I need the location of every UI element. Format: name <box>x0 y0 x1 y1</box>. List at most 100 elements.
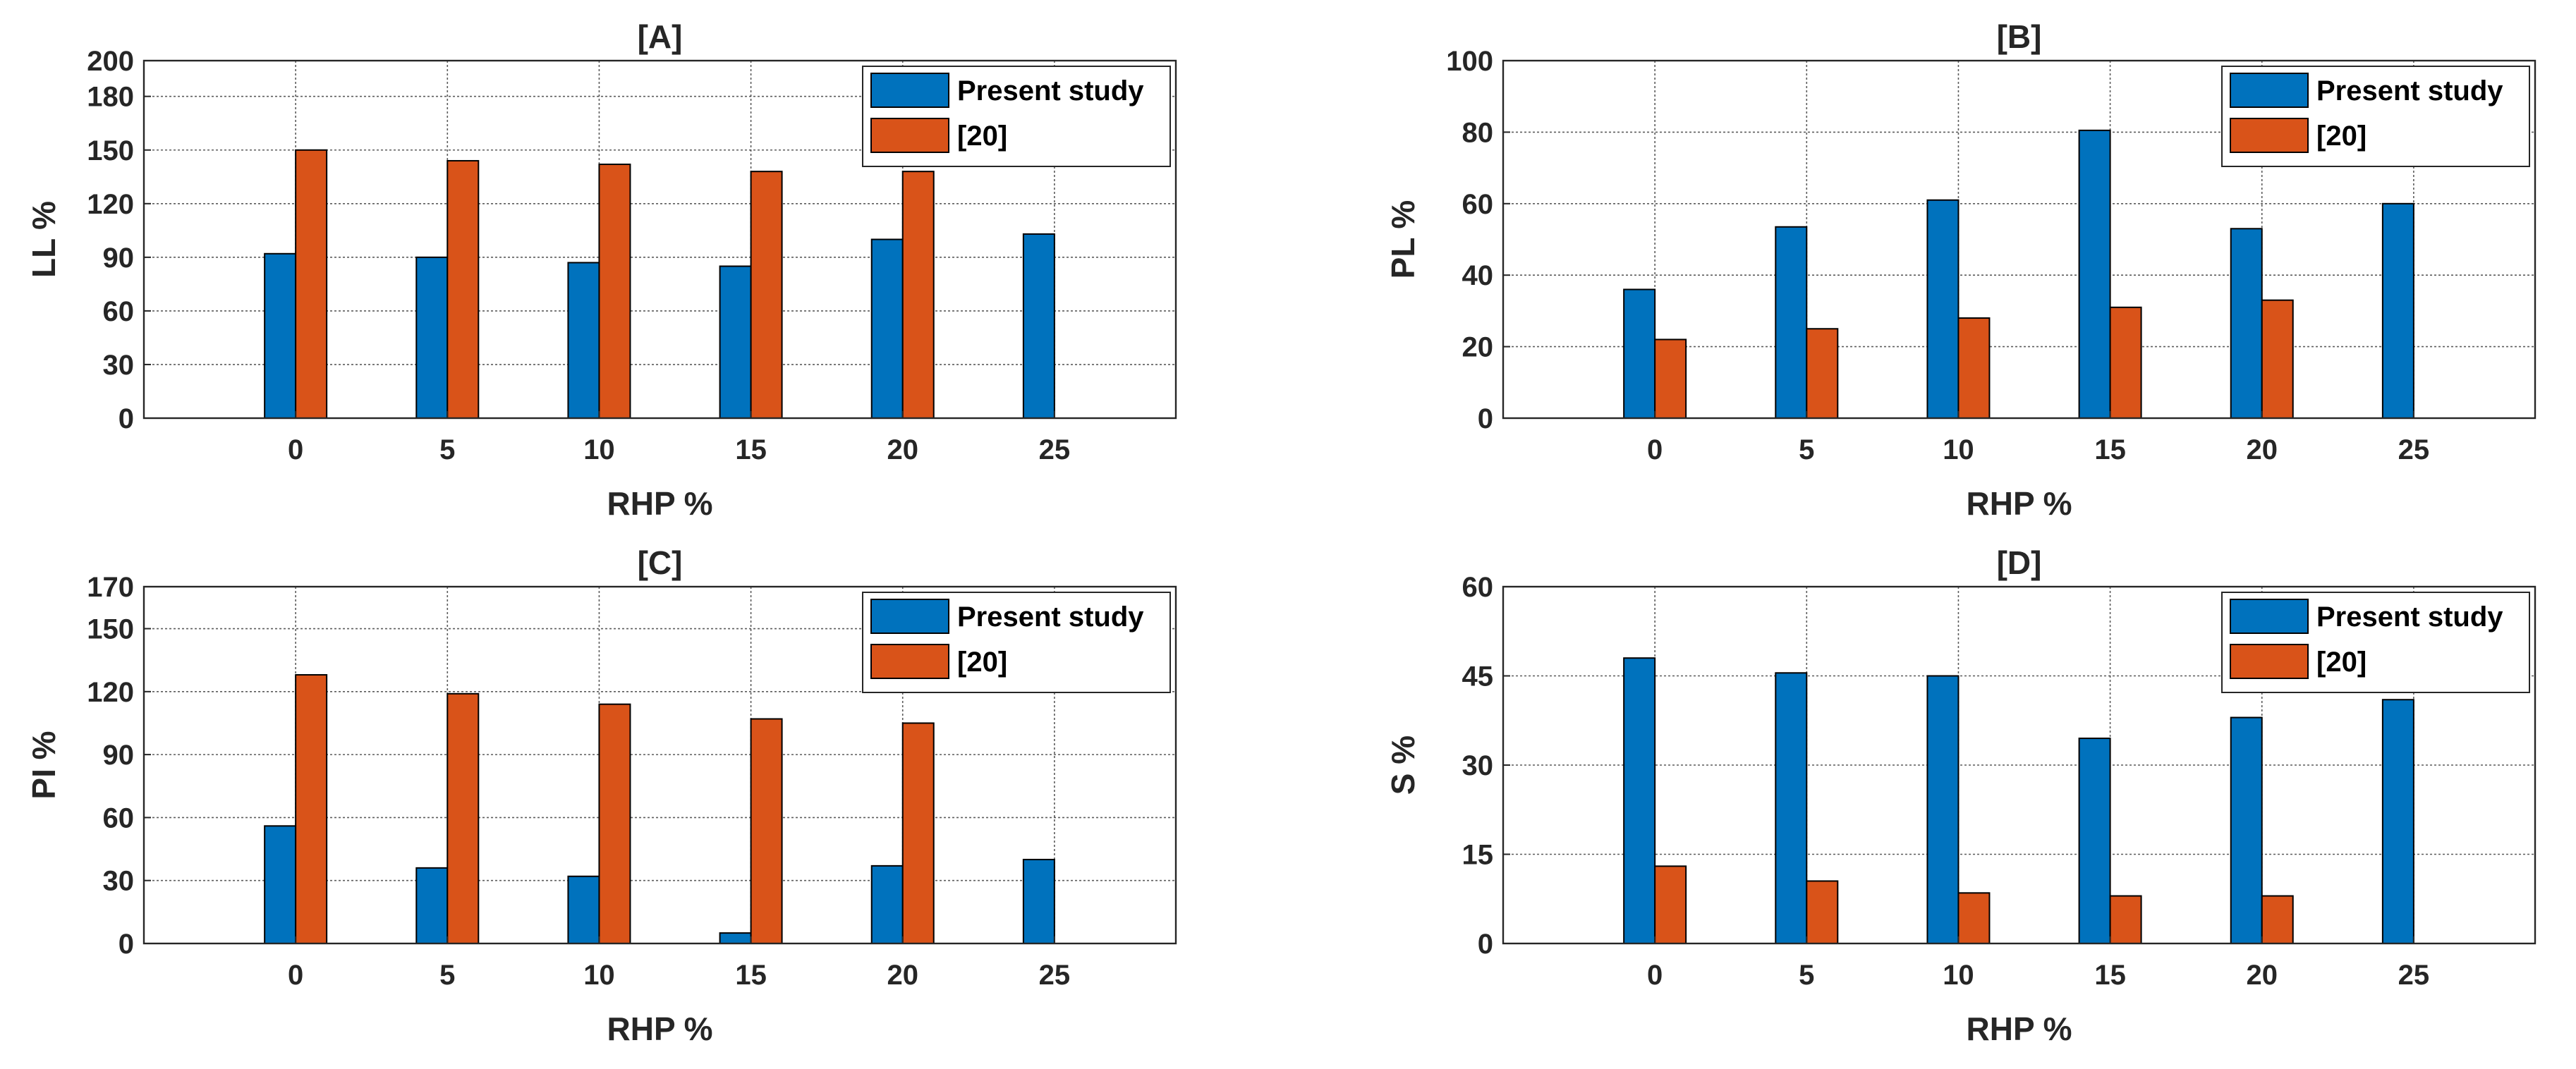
y-tick-label: 90 <box>103 740 135 771</box>
panel-c-bar-present-study-rhp-15 <box>719 932 752 945</box>
panel-b: 0 20 40 60 80 100 0 5 10 15 20 25 [B] RHP % PL % Presen… <box>1385 18 2536 522</box>
panel-d-bar-present-study-rhp-0 <box>1623 657 1656 944</box>
y-tick-label: 90 <box>103 243 135 274</box>
chart-title: [A] <box>638 18 683 55</box>
panel-d-bar-present-study-rhp-5 <box>1775 672 1808 944</box>
legend: Present study [20] <box>862 592 1171 693</box>
x-tick-label: 25 <box>2398 960 2430 991</box>
panel-c-bar-ref20-rhp-0 <box>295 674 328 944</box>
panel-d-bar-present-study-rhp-15 <box>2078 738 2111 945</box>
y-tick-label: 30 <box>1462 750 1494 781</box>
legend-swatch-ref20 <box>870 644 949 679</box>
y-tick-label: 20 <box>1462 332 1494 363</box>
panel-a-bar-present-study-rhp-25 <box>1022 233 1055 419</box>
panel-c-bar-present-study-rhp-20 <box>870 865 904 945</box>
y-tick-label: 30 <box>103 350 135 381</box>
x-tick-label: 10 <box>1943 434 1974 465</box>
x-tick-label: 10 <box>583 434 615 465</box>
panel-d-bar-ref20-rhp-15 <box>2109 895 2142 944</box>
x-tick-label: 20 <box>887 434 918 465</box>
panel-d-bar-present-study-rhp-25 <box>2381 699 2414 944</box>
panel-c-bar-ref20-rhp-5 <box>446 692 480 944</box>
panel-c-bar-ref20-rhp-10 <box>598 703 631 945</box>
y-tick-label: 150 <box>87 614 134 645</box>
panel-b-bar-ref20-rhp-10 <box>1957 317 1991 420</box>
x-tick-label: 10 <box>583 960 615 991</box>
axes-box <box>142 585 1177 945</box>
x-tick-label: 20 <box>2246 960 2278 991</box>
legend-label-present-study: Present study <box>957 601 1144 633</box>
legend-label-ref20: [20] <box>2316 647 2367 678</box>
legend-label-ref20: [20] <box>957 647 1007 678</box>
panel-b-bar-present-study-rhp-15 <box>2078 129 2111 420</box>
x-tick-label: 0 <box>288 960 303 991</box>
panel-d-bar-ref20-rhp-0 <box>1654 865 1687 945</box>
legend-swatch-present-study <box>2230 73 2309 108</box>
panel-a-bar-ref20-rhp-0 <box>295 149 328 419</box>
y-tick-label: 170 <box>87 572 134 603</box>
panel-a-bar-present-study-rhp-5 <box>415 256 449 419</box>
chart-title: [C] <box>638 544 683 581</box>
legend-swatch-ref20 <box>870 118 949 153</box>
panel-b-bar-ref20-rhp-5 <box>1806 328 1839 419</box>
y-tick-label: 40 <box>1462 260 1494 291</box>
y-tick-label: 200 <box>87 46 134 77</box>
legend: Present study [20] <box>862 66 1171 167</box>
y-tick-label: 60 <box>1462 189 1494 220</box>
legend-label-ref20: [20] <box>2316 121 2367 152</box>
y-tick-label: 100 <box>1446 46 1493 77</box>
panel-c-bar-present-study-rhp-25 <box>1022 858 1055 944</box>
x-tick-label: 15 <box>2094 434 2126 465</box>
legend-label-present-study: Present study <box>2316 601 2503 633</box>
y-tick-label: 60 <box>1462 572 1494 603</box>
panel-a-bar-present-study-rhp-20 <box>870 238 904 419</box>
y-axis-label: LL % <box>25 201 62 278</box>
panel-a-bar-present-study-rhp-10 <box>567 262 600 419</box>
x-axis-label: RHP % <box>607 485 713 522</box>
y-tick-label: 180 <box>87 82 134 113</box>
panel-d: 0 15 30 45 60 0 5 10 15 20 25 [D] RHP % S % Present st… <box>1385 544 2536 1047</box>
y-tick-label: 15 <box>1462 840 1494 871</box>
y-tick-label: 120 <box>87 677 134 708</box>
legend-swatch-ref20 <box>2230 644 2309 679</box>
panel-a-bar-present-study-rhp-15 <box>719 265 752 419</box>
panel-d-bar-ref20-rhp-10 <box>1957 892 1991 944</box>
panel-c-bar-ref20-rhp-20 <box>901 722 935 944</box>
panel-a-bar-ref20-rhp-5 <box>446 159 480 420</box>
panel-c-bar-ref20-rhp-15 <box>750 718 783 944</box>
axes-box <box>1502 59 2536 420</box>
y-tick-label: 60 <box>103 296 135 327</box>
y-tick-label: 0 <box>1478 929 1493 960</box>
x-tick-label: 20 <box>887 960 918 991</box>
panel-b-bar-ref20-rhp-20 <box>2261 299 2294 419</box>
panel-b-bar-present-study-rhp-0 <box>1623 288 1656 420</box>
panel-d-bar-ref20-rhp-5 <box>1806 880 1839 944</box>
y-tick-label: 0 <box>119 403 134 434</box>
panel-b-bar-ref20-rhp-0 <box>1654 338 1687 419</box>
panel-c-bar-present-study-rhp-0 <box>264 825 297 944</box>
panel-c-bar-present-study-rhp-5 <box>415 867 449 944</box>
panel-d-bar-present-study-rhp-20 <box>2230 716 2263 944</box>
x-axis-label: RHP % <box>607 1010 713 1047</box>
panel-a-bar-ref20-rhp-15 <box>750 171 783 419</box>
x-tick-label: 20 <box>2246 434 2278 465</box>
y-tick-label: 0 <box>119 929 134 960</box>
panel-d-bar-present-study-rhp-10 <box>1926 675 1960 944</box>
legend-label-present-study: Present study <box>2316 75 2503 106</box>
y-axis-label: PI % <box>25 731 62 799</box>
x-tick-label: 0 <box>1647 434 1663 465</box>
y-tick-label: 60 <box>103 802 135 833</box>
x-tick-label: 10 <box>1943 960 1974 991</box>
y-axis-label: PL % <box>1385 200 1421 279</box>
legend-label-ref20: [20] <box>957 121 1007 152</box>
panel-b-bar-present-study-rhp-10 <box>1926 199 1960 419</box>
panel-b-bar-present-study-rhp-25 <box>2381 202 2414 419</box>
y-tick-label: 30 <box>103 866 135 897</box>
panel-a-bar-present-study-rhp-0 <box>264 252 297 419</box>
legend-swatch-present-study <box>2230 599 2309 634</box>
panel-a-bar-ref20-rhp-20 <box>901 171 935 419</box>
panel-a-bar-ref20-rhp-10 <box>598 164 631 419</box>
panel-c: 0 30 60 90 120 150 170 0 5 10 15 20 25 [C] RHP % PI % Pr… <box>25 544 1177 1047</box>
x-tick-label: 25 <box>1039 960 1071 991</box>
